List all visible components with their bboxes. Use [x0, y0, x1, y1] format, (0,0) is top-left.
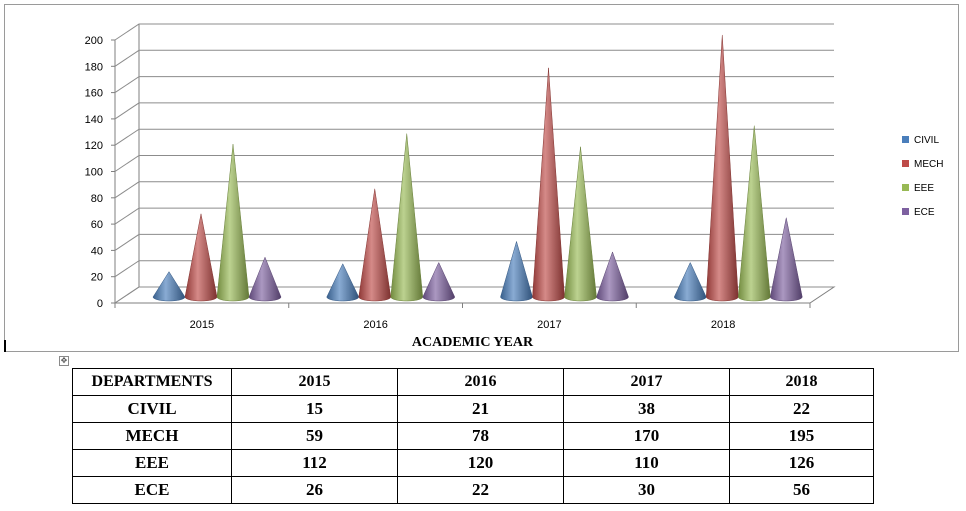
legend: CIVIL MECH EEE ECE	[902, 135, 943, 218]
table-cell: 110	[563, 449, 730, 477]
y-tick-label: 120	[85, 140, 103, 152]
x-axis-title: ACADEMIC YEAR	[412, 335, 534, 350]
legend-swatch	[902, 160, 909, 167]
table-header-cell: 2018	[729, 368, 874, 396]
cone-mark-ece-2017	[596, 251, 629, 302]
table-cell: 26	[231, 476, 398, 504]
gridlines	[114, 23, 834, 304]
table-row: ECE 26 22 30 56	[72, 476, 874, 504]
gridline	[114, 102, 834, 120]
text-cursor	[4, 340, 6, 352]
cone-mark-ece-2016	[422, 261, 456, 302]
y-tick-label: 20	[91, 272, 103, 284]
gridline	[114, 76, 834, 94]
table-header-row: DEPARTMENTS 2015 2016 2017 2018	[72, 368, 874, 396]
table-header-cell: DEPARTMENTS	[72, 368, 232, 396]
y-tick-label: 0	[97, 298, 103, 310]
table-header-cell: 2017	[563, 368, 730, 396]
y-tick-label: 160	[85, 88, 103, 100]
table-row: EEE 112 120 110 126	[72, 449, 874, 477]
cone-series	[152, 34, 803, 302]
y-tick-label: 80	[91, 193, 103, 205]
cone-mark-ece-2015	[248, 256, 282, 302]
table-cell: ECE	[72, 476, 232, 504]
legend-label: MECH	[914, 159, 943, 170]
cone-mark-ece-2018	[769, 217, 803, 302]
y-tick-label: 140	[85, 114, 103, 126]
table-cell: 195	[729, 422, 874, 450]
y-tick-label: 180	[85, 61, 103, 73]
cone-chart: 0 20 40 60 80 100 120 140 160 180 200 2015 2016 2017…	[85, 23, 943, 350]
gridline	[114, 49, 834, 67]
table-row: MECH 59 78 170 195	[72, 422, 874, 450]
table-cell: 38	[563, 395, 730, 423]
table-row: CIVIL 15 21 38 22	[72, 395, 874, 423]
legend-swatch	[902, 184, 909, 191]
table-cell: 112	[231, 449, 398, 477]
x-tick-label: 2018	[711, 319, 735, 331]
y-tick-label: 40	[91, 245, 103, 257]
table-cell: 30	[563, 476, 730, 504]
y-tick-label: 60	[91, 219, 103, 231]
gridline	[114, 23, 834, 41]
x-tick-label: 2015	[190, 319, 214, 331]
table-cell: 56	[729, 476, 874, 504]
table-cell: 170	[563, 422, 730, 450]
table-cell: 120	[397, 449, 564, 477]
x-tick-label: 2016	[363, 319, 387, 331]
data-table: DEPARTMENTS 2015 2016 2017 2018 CIVIL 15…	[72, 368, 874, 504]
table-cell: 21	[397, 395, 564, 423]
y-tick-label: 200	[85, 35, 103, 47]
y-axis-ticks: 0 20 40 60 80 100 120 140 160 180 200	[85, 35, 115, 310]
table-cell: 22	[729, 395, 874, 423]
x-axis-ticks: 2015 2016 2017 2018	[114, 303, 811, 331]
y-tick-label: 100	[85, 167, 103, 179]
table-cell: 126	[729, 449, 874, 477]
move-arrows-icon[interactable]: ✥	[59, 356, 69, 366]
legend-label: CIVIL	[914, 135, 939, 146]
table-cell: 78	[397, 422, 564, 450]
table-cell: 22	[397, 476, 564, 504]
gridline	[114, 207, 834, 225]
legend-label: EEE	[914, 183, 934, 194]
table-cell: 59	[231, 422, 398, 450]
gridline	[114, 233, 834, 251]
table-header-cell: 2015	[231, 368, 398, 396]
x-tick-label: 2017	[537, 319, 561, 331]
table-cell: MECH	[72, 422, 232, 450]
chart-area: 0 20 40 60 80 100 120 140 160 180 200 2015 2016 2017…	[4, 4, 959, 352]
gridline	[114, 181, 834, 199]
table-cell: EEE	[72, 449, 232, 477]
gridline	[114, 260, 834, 278]
table-header-cell: 2016	[397, 368, 564, 396]
legend-swatch	[902, 208, 909, 215]
legend-swatch	[902, 136, 909, 143]
table-cell: 15	[231, 395, 398, 423]
gridline	[114, 128, 834, 146]
gridline	[114, 155, 834, 172]
legend-label: ECE	[914, 207, 935, 218]
table-cell: CIVIL	[72, 395, 232, 423]
